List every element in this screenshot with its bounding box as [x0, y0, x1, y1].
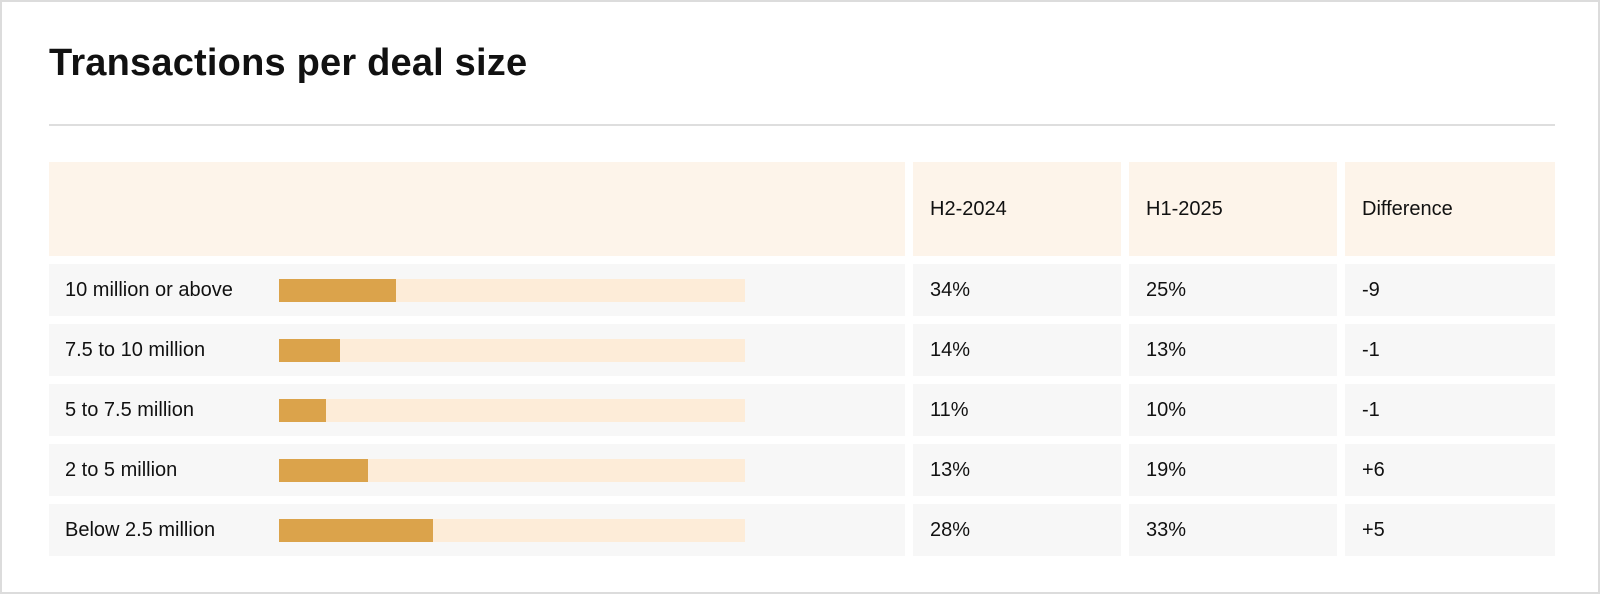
header-category: [49, 162, 905, 256]
category-cell: 7.5 to 10 million: [49, 324, 905, 376]
category-cell: 2 to 5 million: [49, 444, 905, 496]
category-label: 10 million or above: [65, 278, 233, 301]
bar-track: [279, 278, 745, 302]
h2-2024-value: 11%: [913, 384, 1121, 436]
h2-2024-value: 28%: [913, 504, 1121, 556]
h2-2024-value: 13%: [913, 444, 1121, 496]
category-cell: 10 million or above: [49, 264, 905, 316]
bar-fill: [279, 338, 340, 362]
category-cell: 5 to 7.5 million: [49, 384, 905, 436]
difference-value: -1: [1345, 384, 1555, 436]
category-label: Below 2.5 million: [65, 518, 216, 541]
bar-fill: [279, 398, 326, 422]
difference-value: +5: [1345, 504, 1555, 556]
title-divider: [49, 124, 1555, 126]
category-cell: Below 2.5 million: [49, 504, 905, 556]
h2-2024-value: 14%: [913, 324, 1121, 376]
h2-2024-value: 34%: [913, 264, 1121, 316]
table-row: 2 to 5 million 13% 19% +6: [49, 444, 1555, 496]
difference-value: -9: [1345, 264, 1555, 316]
deal-size-table: H2-2024 H1-2025 Difference 10 million or…: [49, 162, 1555, 564]
bar-fill: [279, 518, 433, 542]
chart-title: Transactions per deal size: [49, 42, 528, 84]
h1-2025-value: 19%: [1129, 444, 1337, 496]
h1-2025-value: 10%: [1129, 384, 1337, 436]
header-difference: Difference: [1345, 162, 1555, 256]
bar-fill: [279, 278, 396, 302]
bar-track: [279, 518, 745, 542]
table-header-row: H2-2024 H1-2025 Difference: [49, 162, 1555, 256]
category-label: 2 to 5 million: [65, 458, 178, 481]
bar-track: [279, 398, 745, 422]
bar-track: [279, 458, 745, 482]
h1-2025-value: 25%: [1129, 264, 1337, 316]
table-row: Below 2.5 million 28% 33% +5: [49, 504, 1555, 556]
table-row: 7.5 to 10 million 14% 13% -1: [49, 324, 1555, 376]
difference-value: -1: [1345, 324, 1555, 376]
category-label: 5 to 7.5 million: [65, 398, 194, 421]
difference-value: +6: [1345, 444, 1555, 496]
bar-fill: [279, 458, 368, 482]
header-h2-2024: H2-2024: [913, 162, 1121, 256]
bar-track: [279, 338, 745, 362]
table-row: 5 to 7.5 million 11% 10% -1: [49, 384, 1555, 436]
h1-2025-value: 13%: [1129, 324, 1337, 376]
header-h1-2025: H1-2025: [1129, 162, 1337, 256]
table-row: 10 million or above 34% 25% -9: [49, 264, 1555, 316]
h1-2025-value: 33%: [1129, 504, 1337, 556]
category-label: 7.5 to 10 million: [65, 338, 206, 361]
